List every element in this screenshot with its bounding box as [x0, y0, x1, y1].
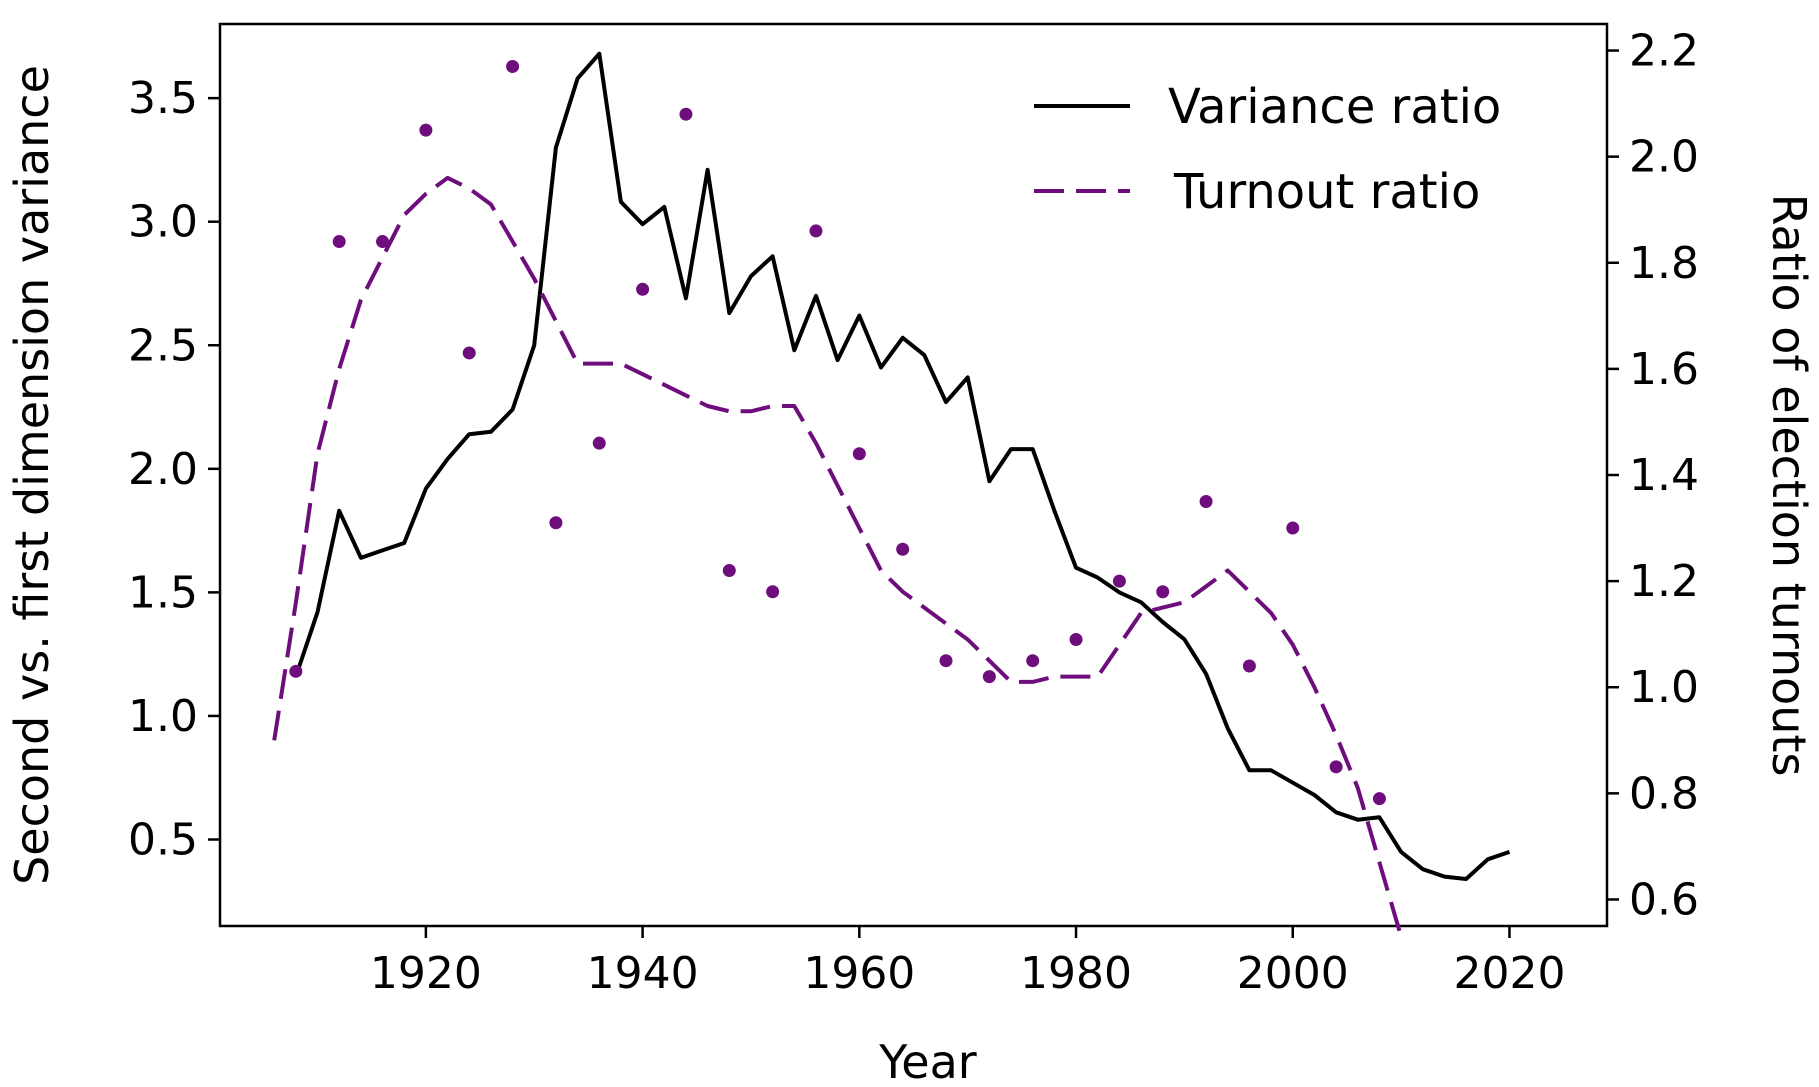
x-axis-title: Year — [878, 1035, 976, 1087]
y-left-tick-label: 2.5 — [128, 320, 198, 371]
turnout-point — [1026, 654, 1040, 668]
y-right-tick-label: 1.6 — [1629, 344, 1699, 395]
turnout-point — [982, 670, 996, 684]
turnout-point — [636, 282, 650, 296]
y-right-tick-label: 1.4 — [1629, 450, 1699, 501]
y-right-tick-label: 1.0 — [1629, 662, 1699, 713]
y-left-tick-label: 1.5 — [128, 567, 198, 618]
y-axis-right-title: Ratio of election turnouts — [1762, 194, 1816, 777]
turnout-point — [939, 654, 953, 668]
turnout-point — [462, 346, 476, 360]
legend: Variance ratio Turnout ratio — [1034, 79, 1501, 220]
turnout-point — [679, 107, 693, 121]
y-left-tick-label: 2.0 — [128, 444, 198, 495]
turnout-point — [1112, 574, 1126, 588]
turnout-point — [289, 664, 303, 678]
y-right-tick-label: 1.8 — [1629, 238, 1699, 289]
y-left-tick-label: 0.5 — [128, 815, 198, 866]
turnout-point — [896, 542, 910, 556]
turnout-point — [1199, 495, 1213, 509]
chart-marks — [272, 51, 1511, 938]
y-right-tick-label: 0.8 — [1629, 768, 1699, 819]
y-axis-left-title: Second vs. first dimension variance — [5, 65, 59, 885]
y-left-tick-label: 3.0 — [128, 197, 198, 248]
turnout-point — [722, 564, 736, 578]
turnout-point — [419, 123, 433, 137]
turnout-point — [1329, 760, 1343, 774]
y-left-tick-label: 1.0 — [128, 691, 198, 742]
turnout-point — [1156, 585, 1170, 599]
turnout-point — [592, 436, 606, 450]
turnout-point — [766, 585, 780, 599]
legend-label-variance-ratio: Variance ratio — [1168, 79, 1501, 135]
plot-frame — [218, 22, 1609, 928]
legend-label-turnout-ratio: Turnout ratio — [1173, 164, 1480, 220]
x-tick-label: 1980 — [1020, 948, 1132, 999]
x-tick-label: 2000 — [1237, 948, 1349, 999]
variance-ratio-line — [294, 51, 1511, 881]
y-right-tick-label: 2.0 — [1629, 132, 1699, 183]
turnout-point — [1286, 521, 1300, 535]
chart-ticks: 1920 1940 1960 1980 2000 2020 0.5 1.0 1.5 2.0 2.5 3… — [128, 26, 1699, 999]
turnout-point — [1372, 792, 1386, 806]
turnout-ratio-line — [272, 175, 1404, 938]
turnout-point — [549, 516, 563, 530]
y-left-tick-label: 3.5 — [128, 73, 198, 124]
turnout-point — [506, 59, 520, 73]
turnout-point — [809, 224, 823, 238]
y-right-tick-label: 1.2 — [1629, 556, 1699, 607]
x-tick-label: 2020 — [1453, 948, 1565, 999]
turnout-point — [376, 235, 390, 249]
x-tick-label: 1940 — [587, 948, 699, 999]
turnout-point — [332, 235, 346, 249]
turnout-point — [852, 447, 866, 461]
y-right-tick-label: 2.2 — [1629, 26, 1699, 77]
turnout-point — [1242, 659, 1256, 673]
turnout-point — [1069, 632, 1083, 646]
x-tick-label: 1920 — [370, 948, 482, 999]
x-tick-label: 1960 — [803, 948, 915, 999]
y-right-tick-label: 0.6 — [1629, 874, 1699, 925]
